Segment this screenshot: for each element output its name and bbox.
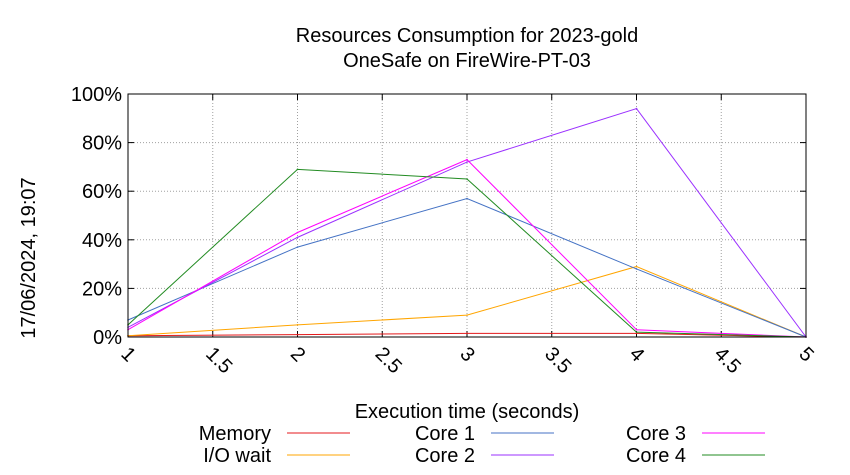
data-point <box>466 314 468 316</box>
y-tick-label: 40% <box>82 230 122 252</box>
y-tick-label: 100% <box>71 84 122 106</box>
data-point <box>635 331 638 333</box>
x-tick-label: 5 <box>794 343 817 366</box>
data-point <box>296 168 299 171</box>
x-tick-label: 4 <box>625 343 648 366</box>
data-point <box>635 268 638 270</box>
data-point <box>635 265 638 268</box>
data-point <box>466 197 468 200</box>
x-tick-label: 1.5 <box>201 343 236 378</box>
legend-label: Core 2 <box>415 445 475 467</box>
legend-label: I/O wait <box>203 445 271 467</box>
grid <box>128 94 806 337</box>
plot-frame <box>127 93 807 338</box>
x-axis-label: Execution time (seconds) <box>355 401 580 423</box>
timestamp: 17/06/2024, 19:07 <box>18 177 40 338</box>
data-point <box>635 332 638 335</box>
data-point <box>466 332 468 335</box>
legend-label: Core 4 <box>626 445 686 467</box>
data-point <box>466 158 468 161</box>
x-tick-label: 3.5 <box>540 343 575 378</box>
legend-label: Memory <box>199 423 271 445</box>
x-tick-label: 4.5 <box>710 343 745 378</box>
data-point <box>635 107 638 110</box>
y-tick-label: 0% <box>93 327 122 349</box>
legend-label: Core 3 <box>626 423 686 445</box>
data-point <box>296 324 299 326</box>
y-tick-label: 20% <box>82 278 122 300</box>
data-point <box>296 236 299 239</box>
x-tick-label: 2.5 <box>371 343 406 378</box>
data-point <box>635 328 638 331</box>
data-point <box>296 231 299 234</box>
data-point <box>466 178 468 180</box>
x-tick-label: 2 <box>286 343 309 366</box>
y-tick-label: 80% <box>82 133 122 155</box>
chart-title: Resources Consumption for 2023-gold <box>296 25 638 47</box>
legend-label: Core 1 <box>415 423 475 445</box>
chart-subtitle: OneSafe on FireWire-PT-03 <box>343 50 591 72</box>
x-tick-label: 3 <box>455 343 478 366</box>
series-lines <box>127 107 807 338</box>
y-tick-label: 60% <box>82 181 122 203</box>
data-point <box>296 333 299 336</box>
data-point <box>466 161 468 163</box>
data-point <box>296 246 299 248</box>
